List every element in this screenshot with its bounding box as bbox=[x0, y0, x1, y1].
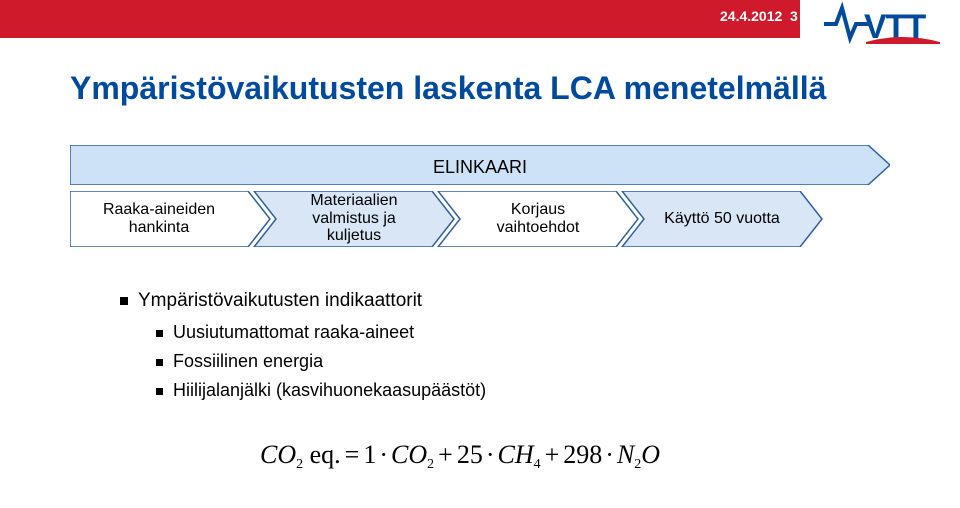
bullet-sub-text: Uusiutumattomat raaka-aineet bbox=[173, 322, 414, 342]
bullet-main: Ympäristövaikutusten indikaattorit bbox=[120, 290, 486, 312]
vtt-logo: VTT bbox=[822, 2, 942, 49]
header-page-number: 3 bbox=[790, 8, 798, 24]
header-date: 24.4.2012 bbox=[720, 8, 782, 24]
lifecycle-banner-label: ELINKAARI bbox=[70, 157, 890, 178]
co2-equation: CO2 eq.=1·CO2+25·CH4+298·N2O bbox=[260, 440, 660, 470]
lifecycle-step-label: Käyttö 50 vuotta bbox=[633, 210, 811, 228]
bullet-main-text: Ympäristövaikutusten indikaattorit bbox=[138, 290, 422, 311]
lifecycle-step-label: Raaka-aineidenhankinta bbox=[70, 201, 248, 236]
bullet-list: Ympäristövaikutusten indikaattorit Uusiu… bbox=[120, 290, 486, 409]
lifecycle-step-label: Materiaalienvalmistus jakuljetus bbox=[265, 192, 443, 245]
bullet-sub-text: Fossiilinen energia bbox=[173, 351, 323, 371]
slide: 24.4.2012 3 VTT Ympäristövaikutusten las… bbox=[0, 0, 960, 508]
header-bar bbox=[0, 0, 800, 38]
lifecycle-flow: ELINKAARI Raaka-aineidenhankinta Materiaa… bbox=[70, 145, 890, 255]
slide-title: Ympäristövaikutusten laskenta LCA menete… bbox=[70, 70, 826, 107]
bullet-sub-text: Hiilijalanjälki (kasvihuonekaasupäästöt) bbox=[173, 380, 486, 400]
bullet-sub: Uusiutumattomat raaka-aineet bbox=[156, 322, 486, 343]
bullet-sub: Hiilijalanjälki (kasvihuonekaasupäästöt) bbox=[156, 380, 486, 401]
lifecycle-step-label: Korjausvaihtoehdot bbox=[449, 201, 627, 236]
bullet-sub: Fossiilinen energia bbox=[156, 351, 486, 372]
